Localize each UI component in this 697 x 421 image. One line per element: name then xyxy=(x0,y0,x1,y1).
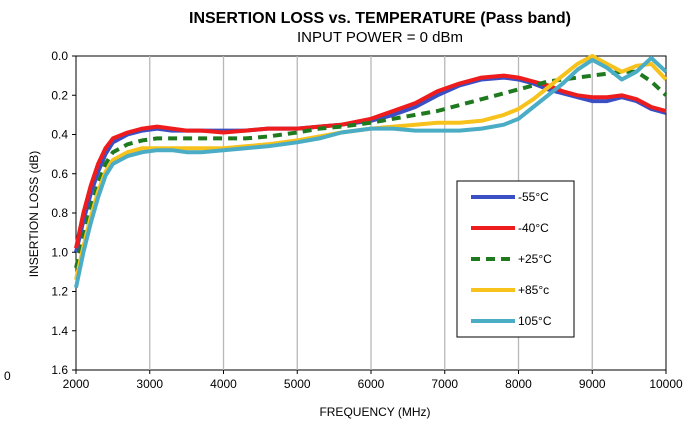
series-line xyxy=(74,69,668,269)
legend-label: 105°C xyxy=(518,314,552,328)
series-line xyxy=(74,73,667,249)
legend-label: -55°C xyxy=(518,190,549,204)
series-line xyxy=(74,56,668,289)
y-tick-label: 0.0 xyxy=(51,49,68,63)
y-tick-label: 1.4 xyxy=(51,324,68,338)
tick-labels: 2000 3000 4000 5000 6000 7000 8000 9000 10000 0.0… xyxy=(51,49,683,391)
y-tick-label: 1.0 xyxy=(51,245,68,259)
x-tick-label: 4000 xyxy=(210,377,237,391)
y-tick-label: 0.8 xyxy=(51,206,68,220)
x-axis-label: FREQUENCY (MHz) xyxy=(319,405,430,419)
legend-label: +25°C xyxy=(518,252,552,266)
stray-tick-label: 0 xyxy=(4,369,11,383)
y-tick-label: 0.6 xyxy=(51,167,68,181)
y-tick-label: 0.2 xyxy=(51,88,68,102)
x-tick-label: 3000 xyxy=(136,377,163,391)
chart-subtitle: INPUT POWER = 0 dBm xyxy=(297,29,463,46)
x-tick-label: 9000 xyxy=(579,377,606,391)
x-tick-label: 8000 xyxy=(505,377,532,391)
legend-label: +85°c xyxy=(518,283,549,297)
y-tick-label: 1.6 xyxy=(51,363,68,377)
x-tick-label: 10000 xyxy=(649,377,683,391)
legend-label: -40°C xyxy=(518,221,549,235)
chart-title: INSERTION LOSS vs. TEMPERATURE (Pass ban… xyxy=(189,10,571,27)
series-lines xyxy=(74,54,668,289)
x-tick-label: 5000 xyxy=(284,377,311,391)
y-tick-label: 1.2 xyxy=(51,285,68,299)
legend: -55°C -40°C +25°C +85°c 105°C xyxy=(456,180,575,338)
x-tick-label: 2000 xyxy=(63,377,90,391)
x-tick-label: 6000 xyxy=(358,377,385,391)
y-tick-label: 0.4 xyxy=(51,128,68,142)
y-axis-label: INSERTION LOSS (dB) xyxy=(27,151,41,277)
x-tick-label: 7000 xyxy=(431,377,458,391)
